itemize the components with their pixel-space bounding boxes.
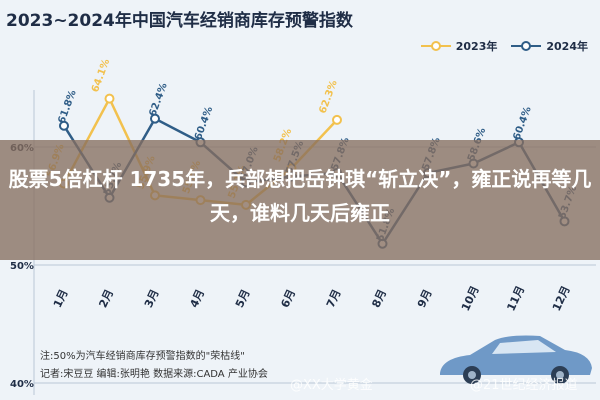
data-label-1-0: 61.8% bbox=[57, 89, 79, 125]
legend-swatch-2024 bbox=[511, 41, 542, 51]
x-tick-label-5: 6月 bbox=[278, 287, 298, 309]
y-tick-label-2: 40% bbox=[10, 379, 34, 390]
data-label-1-3: 60.4% bbox=[193, 105, 215, 141]
headline-overlay bbox=[0, 140, 600, 260]
legend-item-2024: 2024年 bbox=[511, 38, 588, 54]
data-point-0-1 bbox=[104, 93, 115, 104]
data-label-0-1: 64.1% bbox=[90, 58, 112, 94]
x-tick-label-10: 11月 bbox=[504, 284, 527, 313]
legend-item-2023: 2023年 bbox=[420, 38, 498, 54]
data-label-1-10: 60.4% bbox=[512, 105, 534, 141]
chart-notes: 注:50%为汽车经销商库存预警指数的"荣枯线" 记者:宋豆豆 编辑:张明艳 数据… bbox=[40, 348, 268, 384]
watermark-1: @XX大学黄金 bbox=[290, 378, 373, 393]
data-point-1-2 bbox=[150, 113, 160, 124]
x-tick-label-9: 10月 bbox=[459, 284, 482, 313]
legend-label-2023: 2023年 bbox=[455, 40, 498, 53]
data-label-1-2: 62.4% bbox=[148, 82, 170, 118]
legend-swatch-2023 bbox=[420, 41, 451, 51]
legend-label-2024: 2024年 bbox=[546, 40, 588, 53]
x-tick-label-7: 8月 bbox=[369, 287, 389, 309]
chart-title: 2023~2024年中国汽车经销商库存预警指数 bbox=[6, 11, 353, 31]
x-tick-label-3: 4月 bbox=[187, 287, 207, 309]
y-tick-label-1: 50% bbox=[10, 261, 34, 272]
data-point-0-6 bbox=[332, 114, 342, 125]
x-tick-label-0: 1月 bbox=[51, 287, 71, 309]
x-tick-label-11: 12月 bbox=[550, 284, 573, 313]
note-line-1: 注:50%为汽车经销商库存预警指数的"荣枯线" bbox=[40, 351, 245, 362]
x-tick-label-8: 9月 bbox=[415, 287, 435, 309]
watermark-2: @21世纪经济报道 bbox=[470, 378, 578, 393]
note-line-2: 记者:宋豆豆 编辑:张明艳 数据来源:CADA 产业协会 bbox=[40, 369, 268, 380]
headline-text: 股票5倍杠杆 1735年，兵部想把岳钟琪“斩立决”，雍正说再等几天，谁料几天后雍… bbox=[8, 167, 592, 225]
data-label-0-6: 62.3% bbox=[318, 79, 340, 115]
x-tick-label-4: 5月 bbox=[233, 287, 253, 309]
data-point-1-0 bbox=[59, 120, 69, 131]
legend: 2023年 2024年 bbox=[420, 38, 588, 54]
x-tick-label-2: 3月 bbox=[142, 287, 162, 309]
x-tick-label-6: 7月 bbox=[324, 287, 344, 309]
x-tick-label-1: 2月 bbox=[96, 287, 116, 309]
